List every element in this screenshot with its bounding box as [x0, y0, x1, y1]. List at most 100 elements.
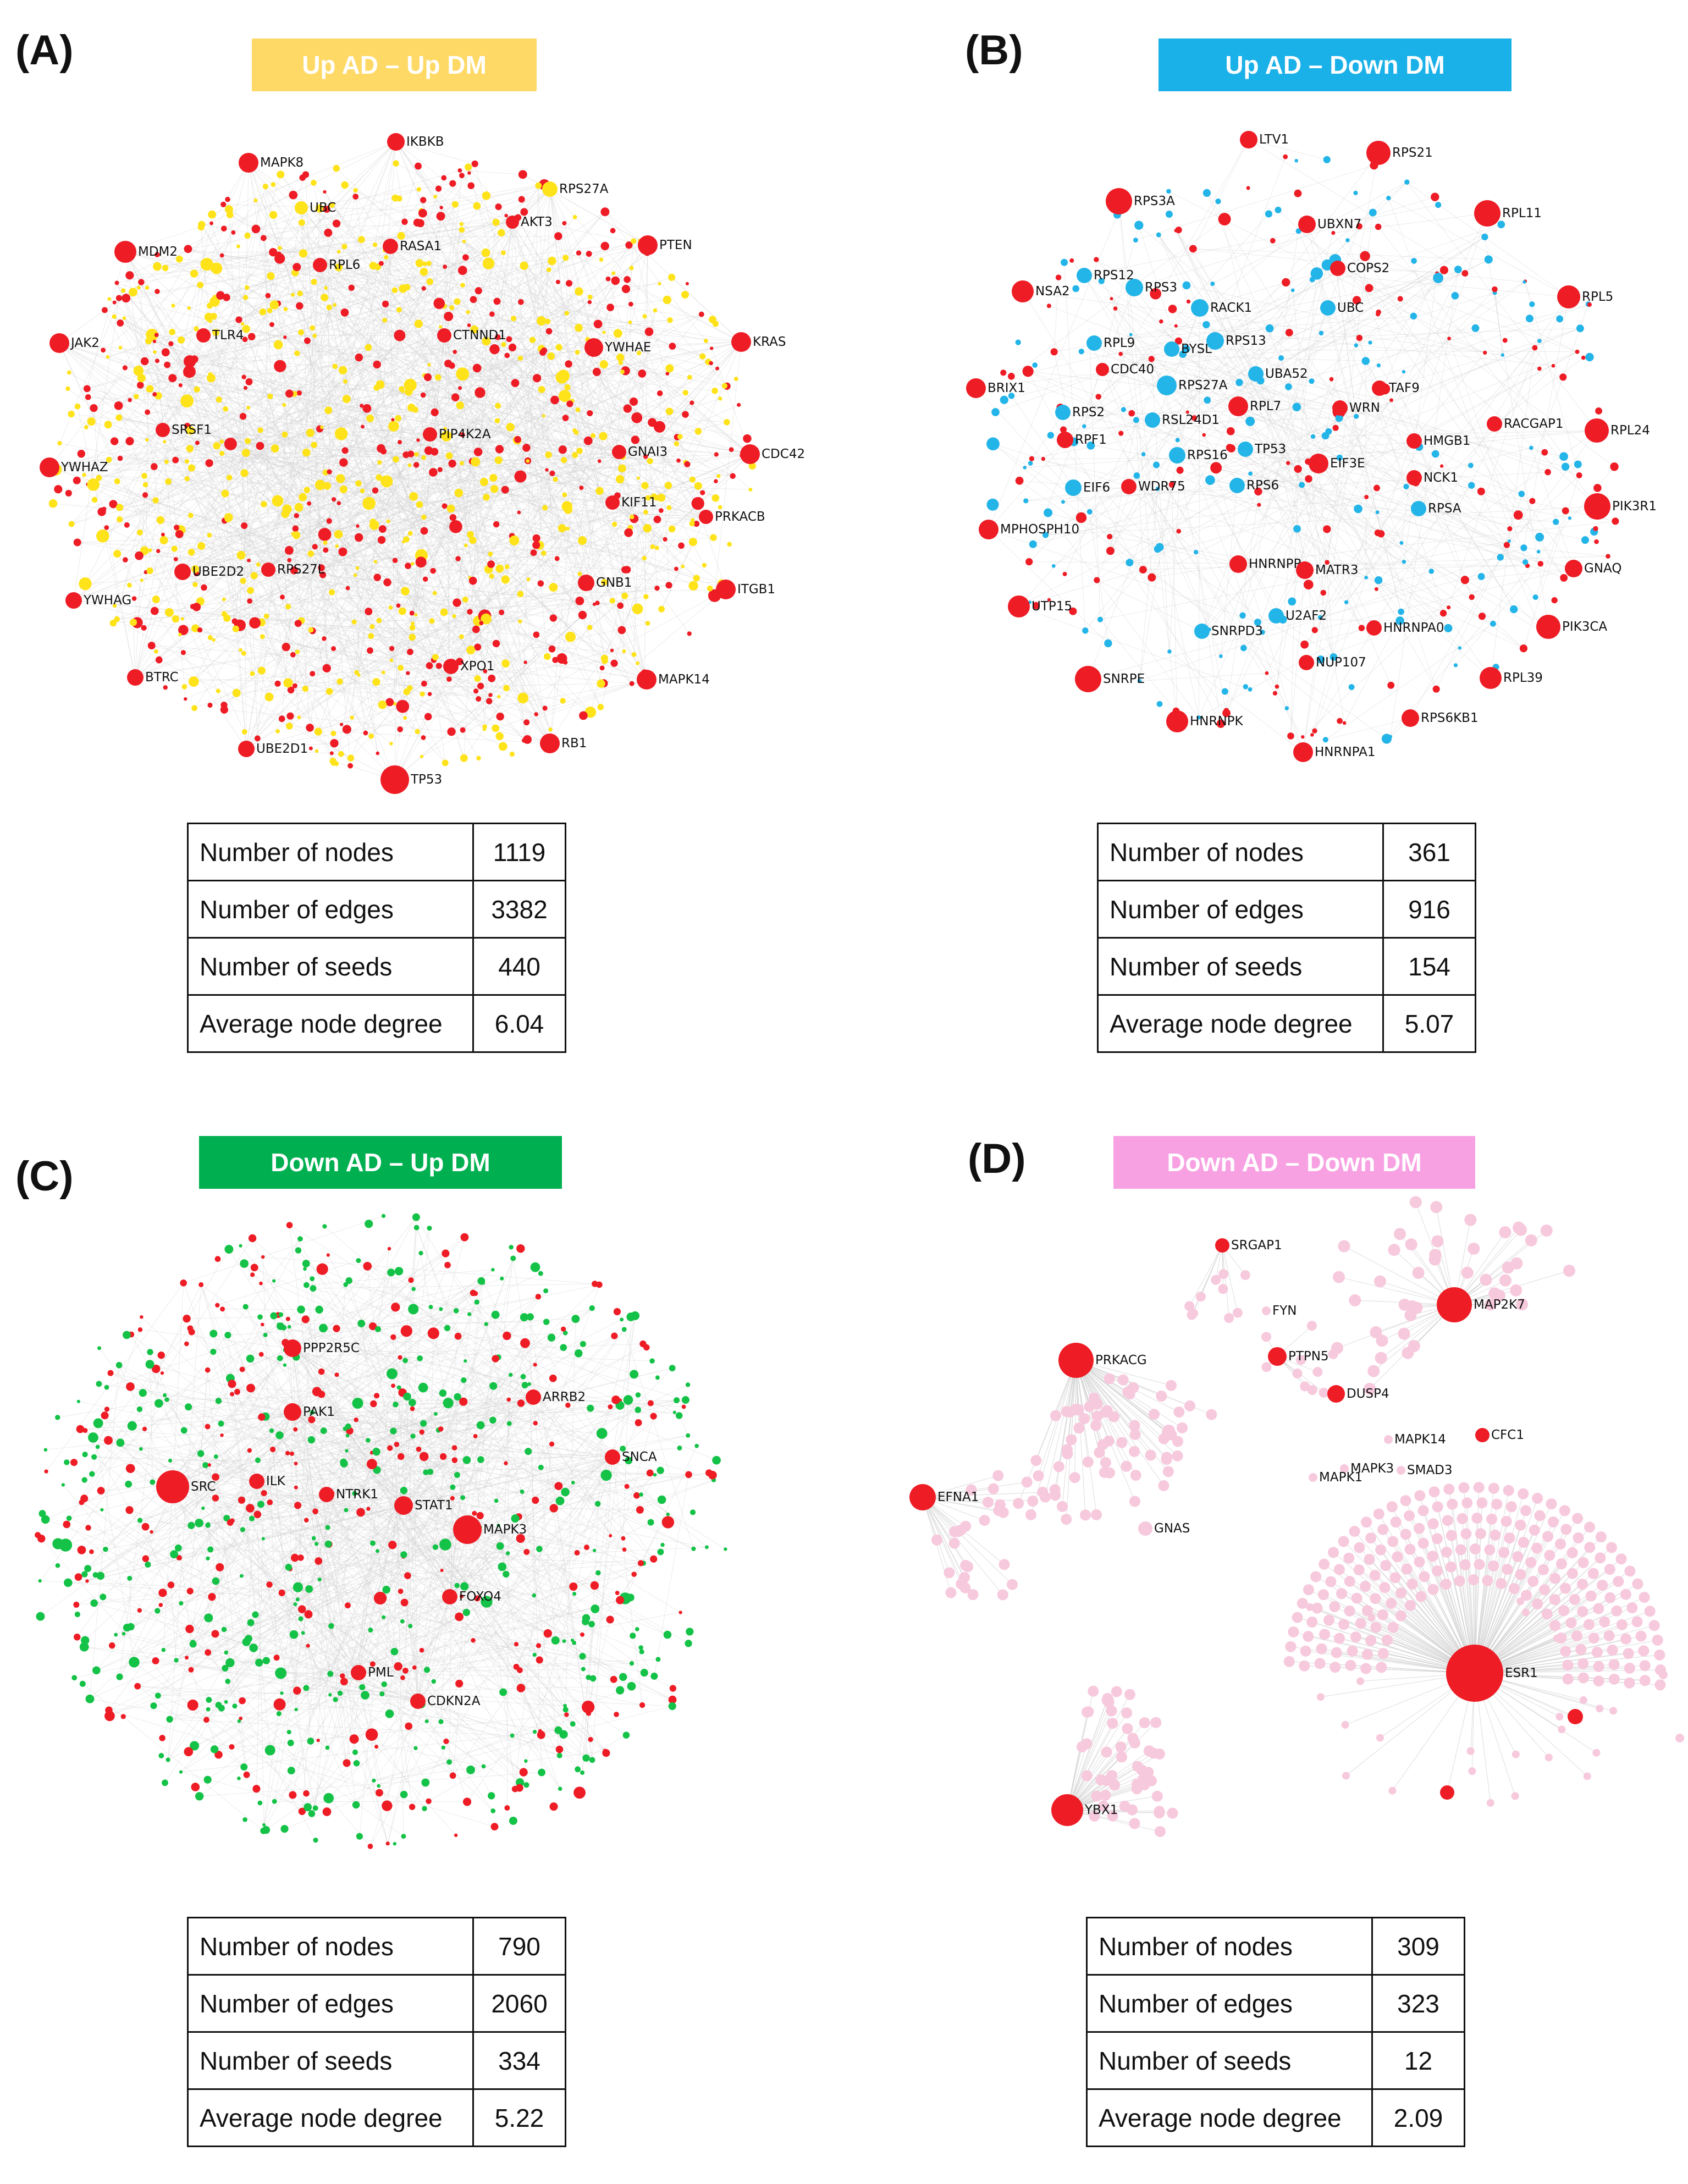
gene-label: BRIX1: [988, 381, 1025, 395]
network-node: [96, 530, 109, 543]
network-node: [262, 1825, 271, 1834]
network-node: [420, 754, 424, 759]
network-node: [324, 228, 333, 237]
network-node: [642, 314, 647, 319]
network-node: [1375, 223, 1382, 230]
network-node: [212, 329, 219, 336]
gene-label: RACK1: [1210, 301, 1252, 315]
network-node: [245, 438, 251, 444]
network-node: [1427, 1584, 1439, 1595]
network-node: [1387, 1622, 1399, 1633]
network-node: [610, 228, 616, 234]
network-node: [197, 1450, 205, 1457]
network-node: [1469, 594, 1475, 600]
network-node: [148, 548, 152, 552]
network-node: [212, 638, 216, 642]
gene-label: XPO1: [460, 659, 494, 674]
network-node: [689, 521, 695, 527]
network-node: [187, 1699, 198, 1711]
gene-label: HNRNPR: [1249, 557, 1303, 571]
network-node: [366, 414, 374, 422]
network-node: [352, 194, 359, 200]
network-node: [1507, 539, 1511, 543]
network-node: [1532, 1492, 1543, 1504]
network-node: [467, 182, 475, 190]
network-node: [369, 519, 377, 525]
network-node: [145, 409, 151, 415]
network-node: [1584, 1521, 1596, 1533]
network-node: [1202, 189, 1211, 197]
network-node: [367, 1844, 373, 1849]
gene-label: ESR1: [1505, 1666, 1538, 1680]
network-node: [1373, 484, 1380, 492]
network-node: [439, 325, 443, 329]
network-node: [92, 1666, 101, 1675]
network-node: [207, 533, 212, 538]
network-node: [549, 1374, 557, 1382]
network-node: [700, 490, 705, 495]
network-node: [139, 1389, 147, 1397]
network-node: [68, 521, 75, 527]
network-node: [1345, 1659, 1356, 1671]
network-node: [1265, 324, 1274, 333]
network-node: [560, 698, 566, 704]
hub-node-rasa1: [383, 239, 398, 254]
network-node: [1576, 1579, 1588, 1590]
network-node: [1153, 461, 1160, 468]
network-node: [201, 584, 207, 591]
network-node: [1129, 1818, 1140, 1829]
network-node: [1376, 363, 1381, 368]
network-node: [427, 1226, 432, 1231]
network-node: [389, 658, 394, 663]
network-node: [354, 1417, 358, 1422]
network-node: [477, 1277, 486, 1285]
network-node: [272, 495, 284, 507]
network-node: [100, 1508, 104, 1512]
network-node: [1486, 1799, 1494, 1807]
hub-node-brix1: [966, 378, 986, 398]
network-node: [1095, 394, 1101, 400]
network-node: [339, 723, 344, 726]
network-node: [375, 1549, 379, 1553]
network-node: [612, 521, 617, 527]
network-node: [220, 1306, 225, 1312]
network-node: [472, 625, 480, 633]
network-node: [330, 739, 339, 748]
network-node: [1558, 1605, 1570, 1617]
network-node: [1165, 211, 1173, 218]
network-node: [492, 639, 500, 648]
network-node: [556, 1752, 562, 1758]
network-node: [1282, 278, 1290, 287]
network-node: [244, 232, 251, 239]
hub-node-rps6: [1229, 478, 1245, 493]
network-node: [1638, 1645, 1650, 1657]
network-node: [1210, 282, 1215, 286]
network-node: [504, 564, 510, 570]
hub-node-pml: [351, 1665, 366, 1680]
network-node: [1006, 1579, 1018, 1590]
network-node: [1444, 624, 1453, 632]
network-node: [1504, 1532, 1515, 1544]
network-node: [1029, 540, 1037, 548]
network-node: [1332, 424, 1339, 431]
stats-label: Number of edges: [1086, 1974, 1373, 2033]
network-node: [416, 438, 420, 442]
network-node: [413, 218, 422, 227]
network-node: [462, 239, 466, 244]
network-node: [549, 1504, 558, 1513]
network-node: [155, 359, 160, 363]
network-node: [1072, 285, 1079, 293]
network-node: [570, 1721, 576, 1727]
network-node: [224, 1650, 229, 1655]
network-node: [609, 598, 616, 604]
network-node: [1457, 1513, 1468, 1524]
network-node: [212, 1494, 219, 1502]
network-node: [1404, 1600, 1416, 1611]
network-node: [319, 571, 327, 578]
network-node: [332, 219, 341, 228]
network-node: [248, 1234, 257, 1243]
network-node: [262, 1657, 271, 1664]
network-node: [101, 1411, 109, 1420]
network-node: [494, 334, 501, 340]
